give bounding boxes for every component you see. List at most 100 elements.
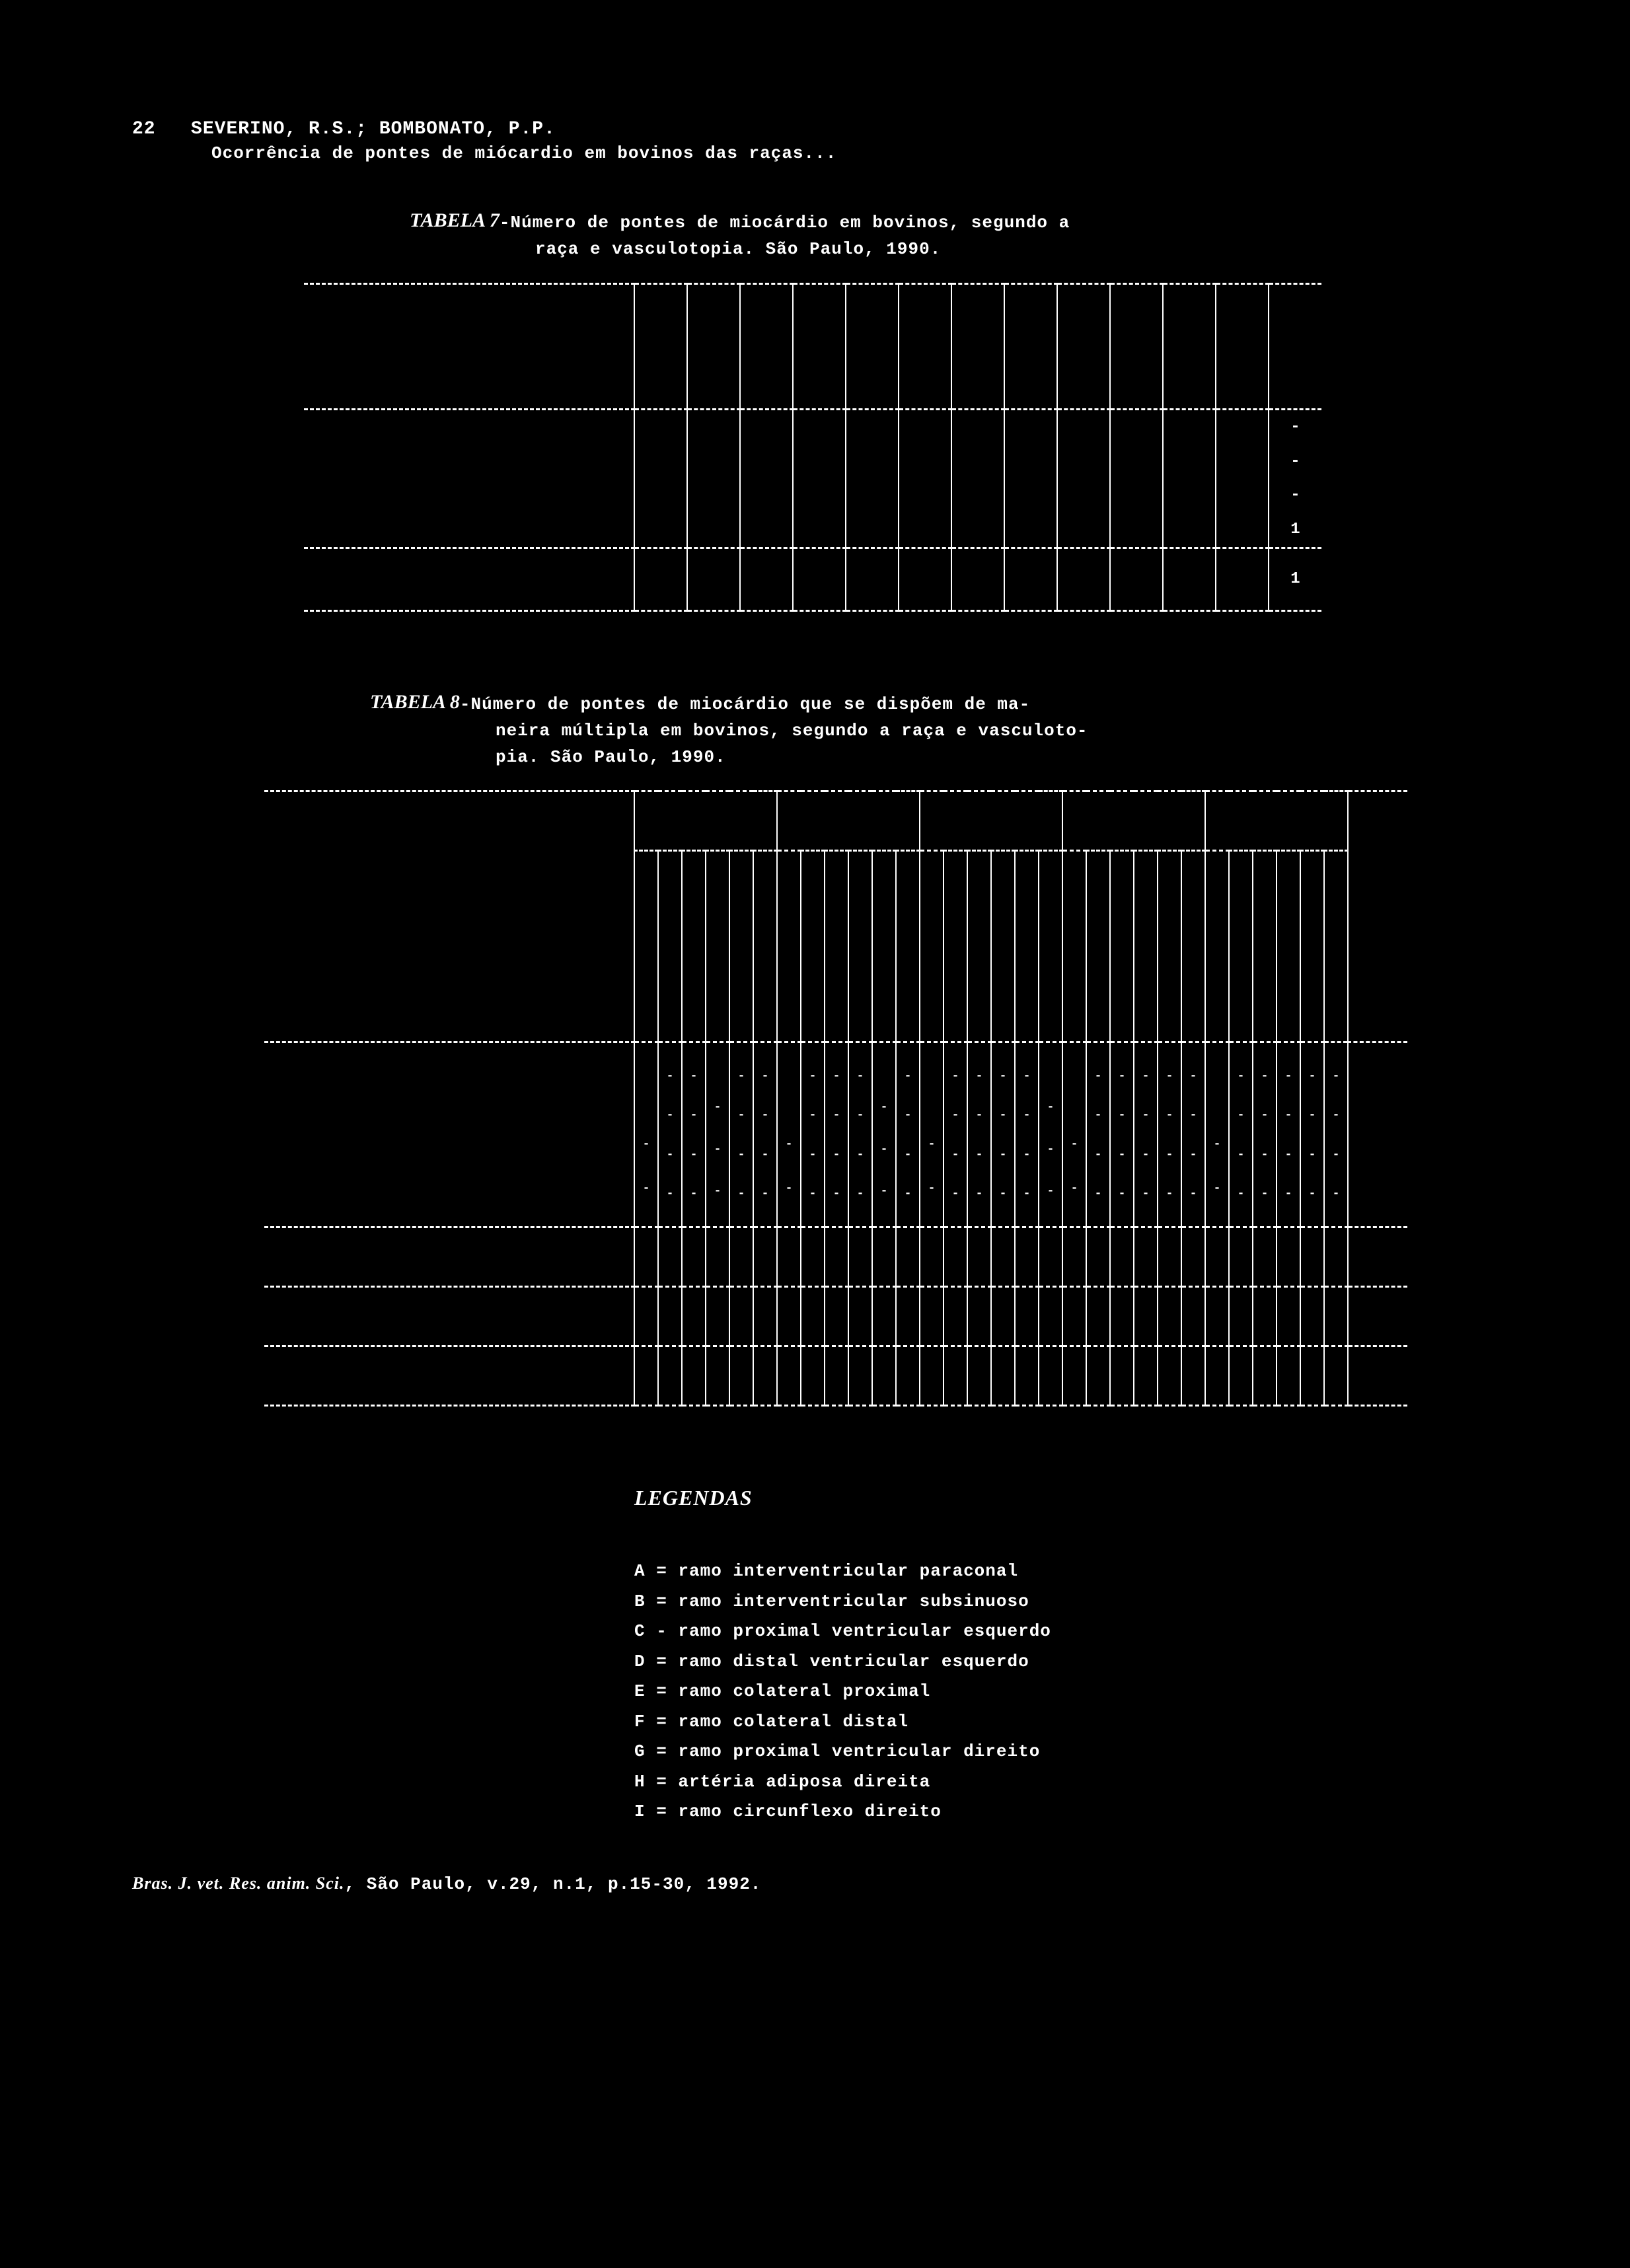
table8-dash: -	[833, 1109, 840, 1122]
table8-dash: -	[905, 1187, 912, 1200]
table8-small-cell	[729, 1227, 753, 1287]
table8-dash: -	[1023, 1070, 1031, 1083]
table8-sub-head	[848, 851, 872, 1043]
table7-total-cell	[846, 548, 899, 610]
table8-small-cell	[920, 1227, 944, 1287]
table7-body-cell	[846, 409, 899, 548]
table8-small-cell	[825, 1287, 848, 1346]
table8-small-cell	[1110, 1346, 1134, 1406]
table8-body-end	[1348, 1043, 1407, 1227]
table7-head-col	[793, 283, 846, 409]
table8-body-cell: ----	[991, 1043, 1015, 1227]
table8-small-cell	[801, 1287, 825, 1346]
table8-small-cell	[1181, 1287, 1205, 1346]
table8-small-left	[264, 1346, 634, 1406]
table8-small-cell	[1253, 1346, 1277, 1406]
legend-item: F = ramo colateral distal	[634, 1707, 1498, 1738]
table7-body-cell	[1216, 409, 1269, 548]
table8-small-cell	[801, 1346, 825, 1406]
table8-dash: -	[881, 1143, 888, 1156]
table8-sub-head	[777, 851, 801, 1043]
table8-dash: -	[976, 1070, 983, 1083]
table8-dash: -	[952, 1187, 959, 1200]
table7-total-cell: 1	[1269, 548, 1321, 610]
table8-dash: -	[1166, 1148, 1173, 1161]
table8-dash: -	[762, 1070, 769, 1083]
table8-small-cell	[848, 1346, 872, 1406]
table8-small-cell	[991, 1227, 1015, 1287]
table8-small-left	[264, 1227, 634, 1287]
legend-item: E = ramo colateral proximal	[634, 1677, 1498, 1707]
table8-small-cell	[1253, 1287, 1277, 1346]
table8-dash: -	[952, 1070, 959, 1083]
table8-group-head	[1205, 791, 1348, 851]
table8-sub-head	[920, 851, 944, 1043]
table8-body-cell: ----	[1134, 1043, 1158, 1227]
table8-dash: -	[809, 1187, 817, 1200]
table8-caption-line1: Número de pontes de miocárdio que se dis…	[471, 691, 1031, 717]
table7-head-col	[899, 283, 951, 409]
legend-title: LEGENDAS	[634, 1486, 1498, 1510]
table8-dash: -	[857, 1109, 864, 1122]
table8-sub-head	[1110, 851, 1134, 1043]
table8-dash: -	[1095, 1148, 1102, 1161]
table8-body-cell: ----	[1277, 1043, 1300, 1227]
table8-dash: -	[1000, 1109, 1007, 1122]
table8-dash: -	[1238, 1109, 1245, 1122]
table8-dash: -	[786, 1182, 793, 1195]
table7-total-cell	[1004, 548, 1057, 610]
table8-dash: -	[1238, 1148, 1245, 1161]
table8-sub-head	[634, 851, 658, 1043]
table8-dash: -	[667, 1109, 674, 1122]
table8-dash: -	[1142, 1148, 1150, 1161]
table8-small-cell	[1324, 1346, 1348, 1406]
journal-rest: , São Paulo, v.29, n.1, p.15-30, 1992.	[345, 1874, 762, 1894]
table8-group-head	[634, 791, 777, 851]
table8-dash: -	[1238, 1070, 1245, 1083]
table8-body-cell: ---	[872, 1043, 896, 1227]
table8-dash: -	[1333, 1187, 1340, 1200]
table8-dash: -	[857, 1187, 864, 1200]
table8-dash: -	[1095, 1070, 1102, 1083]
table8-body-cell: ----	[1324, 1043, 1348, 1227]
table7-body-cell	[740, 409, 793, 548]
table7-caption-line2: raça e vasculotopia. São Paulo, 1990.	[535, 236, 1203, 262]
table8-dash: -	[905, 1109, 912, 1122]
table8-end-head	[1348, 791, 1407, 1043]
table8-dash: -	[1119, 1070, 1126, 1083]
legend-item: I = ramo circunflexo direito	[634, 1797, 1498, 1827]
table8-body-cell: ----	[1253, 1043, 1277, 1227]
table8-small-cell	[634, 1227, 658, 1287]
table8-small-cell	[944, 1287, 967, 1346]
table8-dash: -	[1261, 1187, 1269, 1200]
table8-small-cell	[1181, 1346, 1205, 1406]
table8-dash: -	[1333, 1070, 1340, 1083]
table8-body-cell: ----	[944, 1043, 967, 1227]
table8-dash: -	[738, 1148, 745, 1161]
table8-small-cell	[1086, 1227, 1110, 1287]
table7-body-cell	[1004, 409, 1057, 548]
table8-body-cell: ----	[729, 1043, 753, 1227]
table8-body-cell: ----	[1158, 1043, 1181, 1227]
table8-body-cell: ----	[1110, 1043, 1134, 1227]
table8-dash: -	[786, 1138, 793, 1151]
table8-dash: -	[1047, 1185, 1055, 1198]
table8-small-cell	[1158, 1227, 1181, 1287]
table8-body-cell: ---	[1039, 1043, 1062, 1227]
table8-small-cell	[825, 1346, 848, 1406]
table8-small-cell	[777, 1346, 801, 1406]
table8-small-cell	[682, 1287, 706, 1346]
table8-small-cell	[920, 1287, 944, 1346]
table8-body-cell: ----	[753, 1043, 777, 1227]
table8-small-cell	[1086, 1287, 1110, 1346]
running-title: Ocorrência de pontes de miócardio em bov…	[211, 143, 1498, 163]
table8-small-cell	[658, 1346, 682, 1406]
table8-sub-head	[1158, 851, 1181, 1043]
table7-label: TABELA 7	[410, 209, 500, 236]
table7-head-col	[1110, 283, 1163, 409]
table8-dash: -	[928, 1138, 936, 1151]
table8-dash: -	[1023, 1109, 1031, 1122]
table8-small-cell	[706, 1287, 729, 1346]
table8-dash: -	[1309, 1070, 1316, 1083]
table8-dash: -	[762, 1109, 769, 1122]
